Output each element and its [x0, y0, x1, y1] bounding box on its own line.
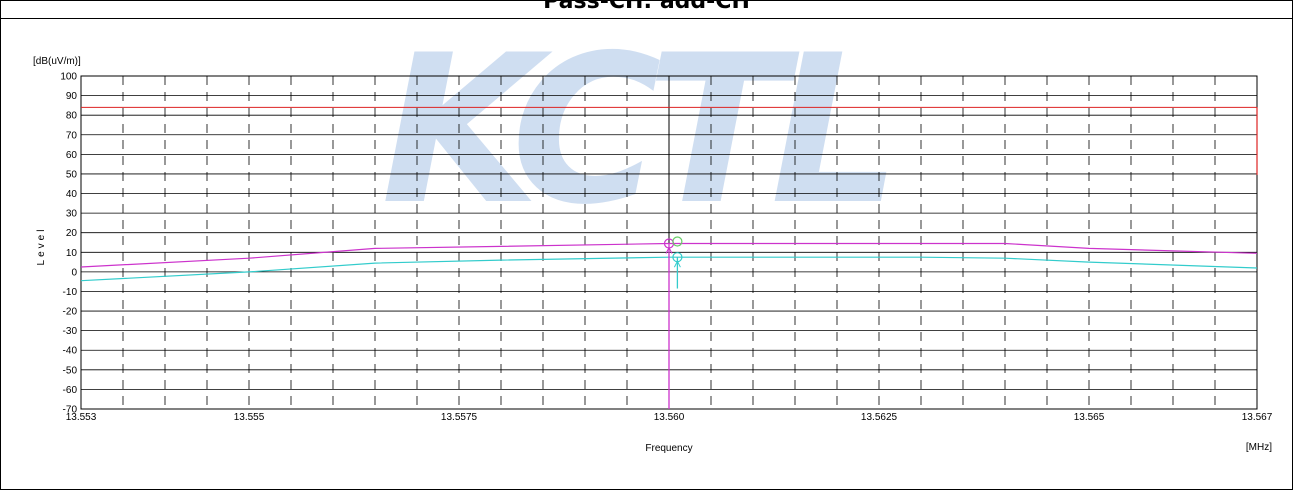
y-tick-label: 50: [66, 169, 78, 180]
y-tick-label: 40: [66, 189, 78, 200]
x-tick-label: 13.553: [66, 412, 97, 423]
y-tick-label: 80: [66, 111, 78, 122]
title-bar: Pass-CH: add-CH: [1, 1, 1292, 19]
marker-2: [672, 252, 683, 289]
y-tick-label: -70: [63, 405, 78, 416]
x-axis: 13.553 13.555 13.5575 13.560 13.5625 13.565 13…: [66, 412, 1273, 423]
x-tick-label: 13.5575: [441, 412, 478, 423]
y-tick-label: -50: [63, 365, 78, 376]
y-tick-label: 20: [66, 228, 78, 239]
y-tick-label: 100: [60, 72, 77, 83]
y-tick-label: -10: [63, 287, 78, 298]
y-tick-label: 90: [66, 91, 78, 102]
markers: [663, 236, 683, 409]
y-tick-label: -20: [63, 307, 78, 318]
series-line-2: [80, 256, 1258, 282]
y-tick-label: -30: [63, 326, 78, 337]
x-tick-label: 13.5625: [861, 412, 898, 423]
watermark: KCTL: [381, 12, 901, 250]
y-tick-label: 0: [71, 267, 77, 278]
y-axis-label: Level: [36, 227, 47, 266]
y-tick-label: 60: [66, 150, 78, 161]
x-axis-label: Frequency: [645, 443, 692, 454]
x-tick-label: 13.565: [1074, 412, 1105, 423]
marker-circle: [672, 252, 683, 263]
marker-1: [663, 238, 675, 409]
y-tick-label: -40: [63, 346, 78, 357]
y-tick-label: 30: [66, 209, 78, 220]
x-tick-label: 13.567: [1242, 412, 1273, 423]
series-line-1: [80, 242, 1258, 268]
y-unit-label: [dB(uV/m)]: [33, 56, 81, 67]
chart-title: Pass-CH: add-CH: [543, 1, 750, 14]
y-tick-label: 10: [66, 248, 78, 259]
series: [80, 106, 1258, 282]
marker-circle: [672, 236, 683, 247]
y-axis: 1009080706050403020100-10-20-30-40-50-60…: [60, 72, 77, 416]
x-tick-label: 13.560: [654, 412, 685, 423]
y-tick-label: 70: [66, 130, 78, 141]
watermark-logo: KCTL: [381, 12, 901, 250]
y-tick-label: -60: [63, 385, 78, 396]
marker-3: [672, 236, 683, 247]
x-unit-label: [MHz]: [1246, 442, 1272, 453]
x-tick-label: 13.555: [234, 412, 265, 423]
